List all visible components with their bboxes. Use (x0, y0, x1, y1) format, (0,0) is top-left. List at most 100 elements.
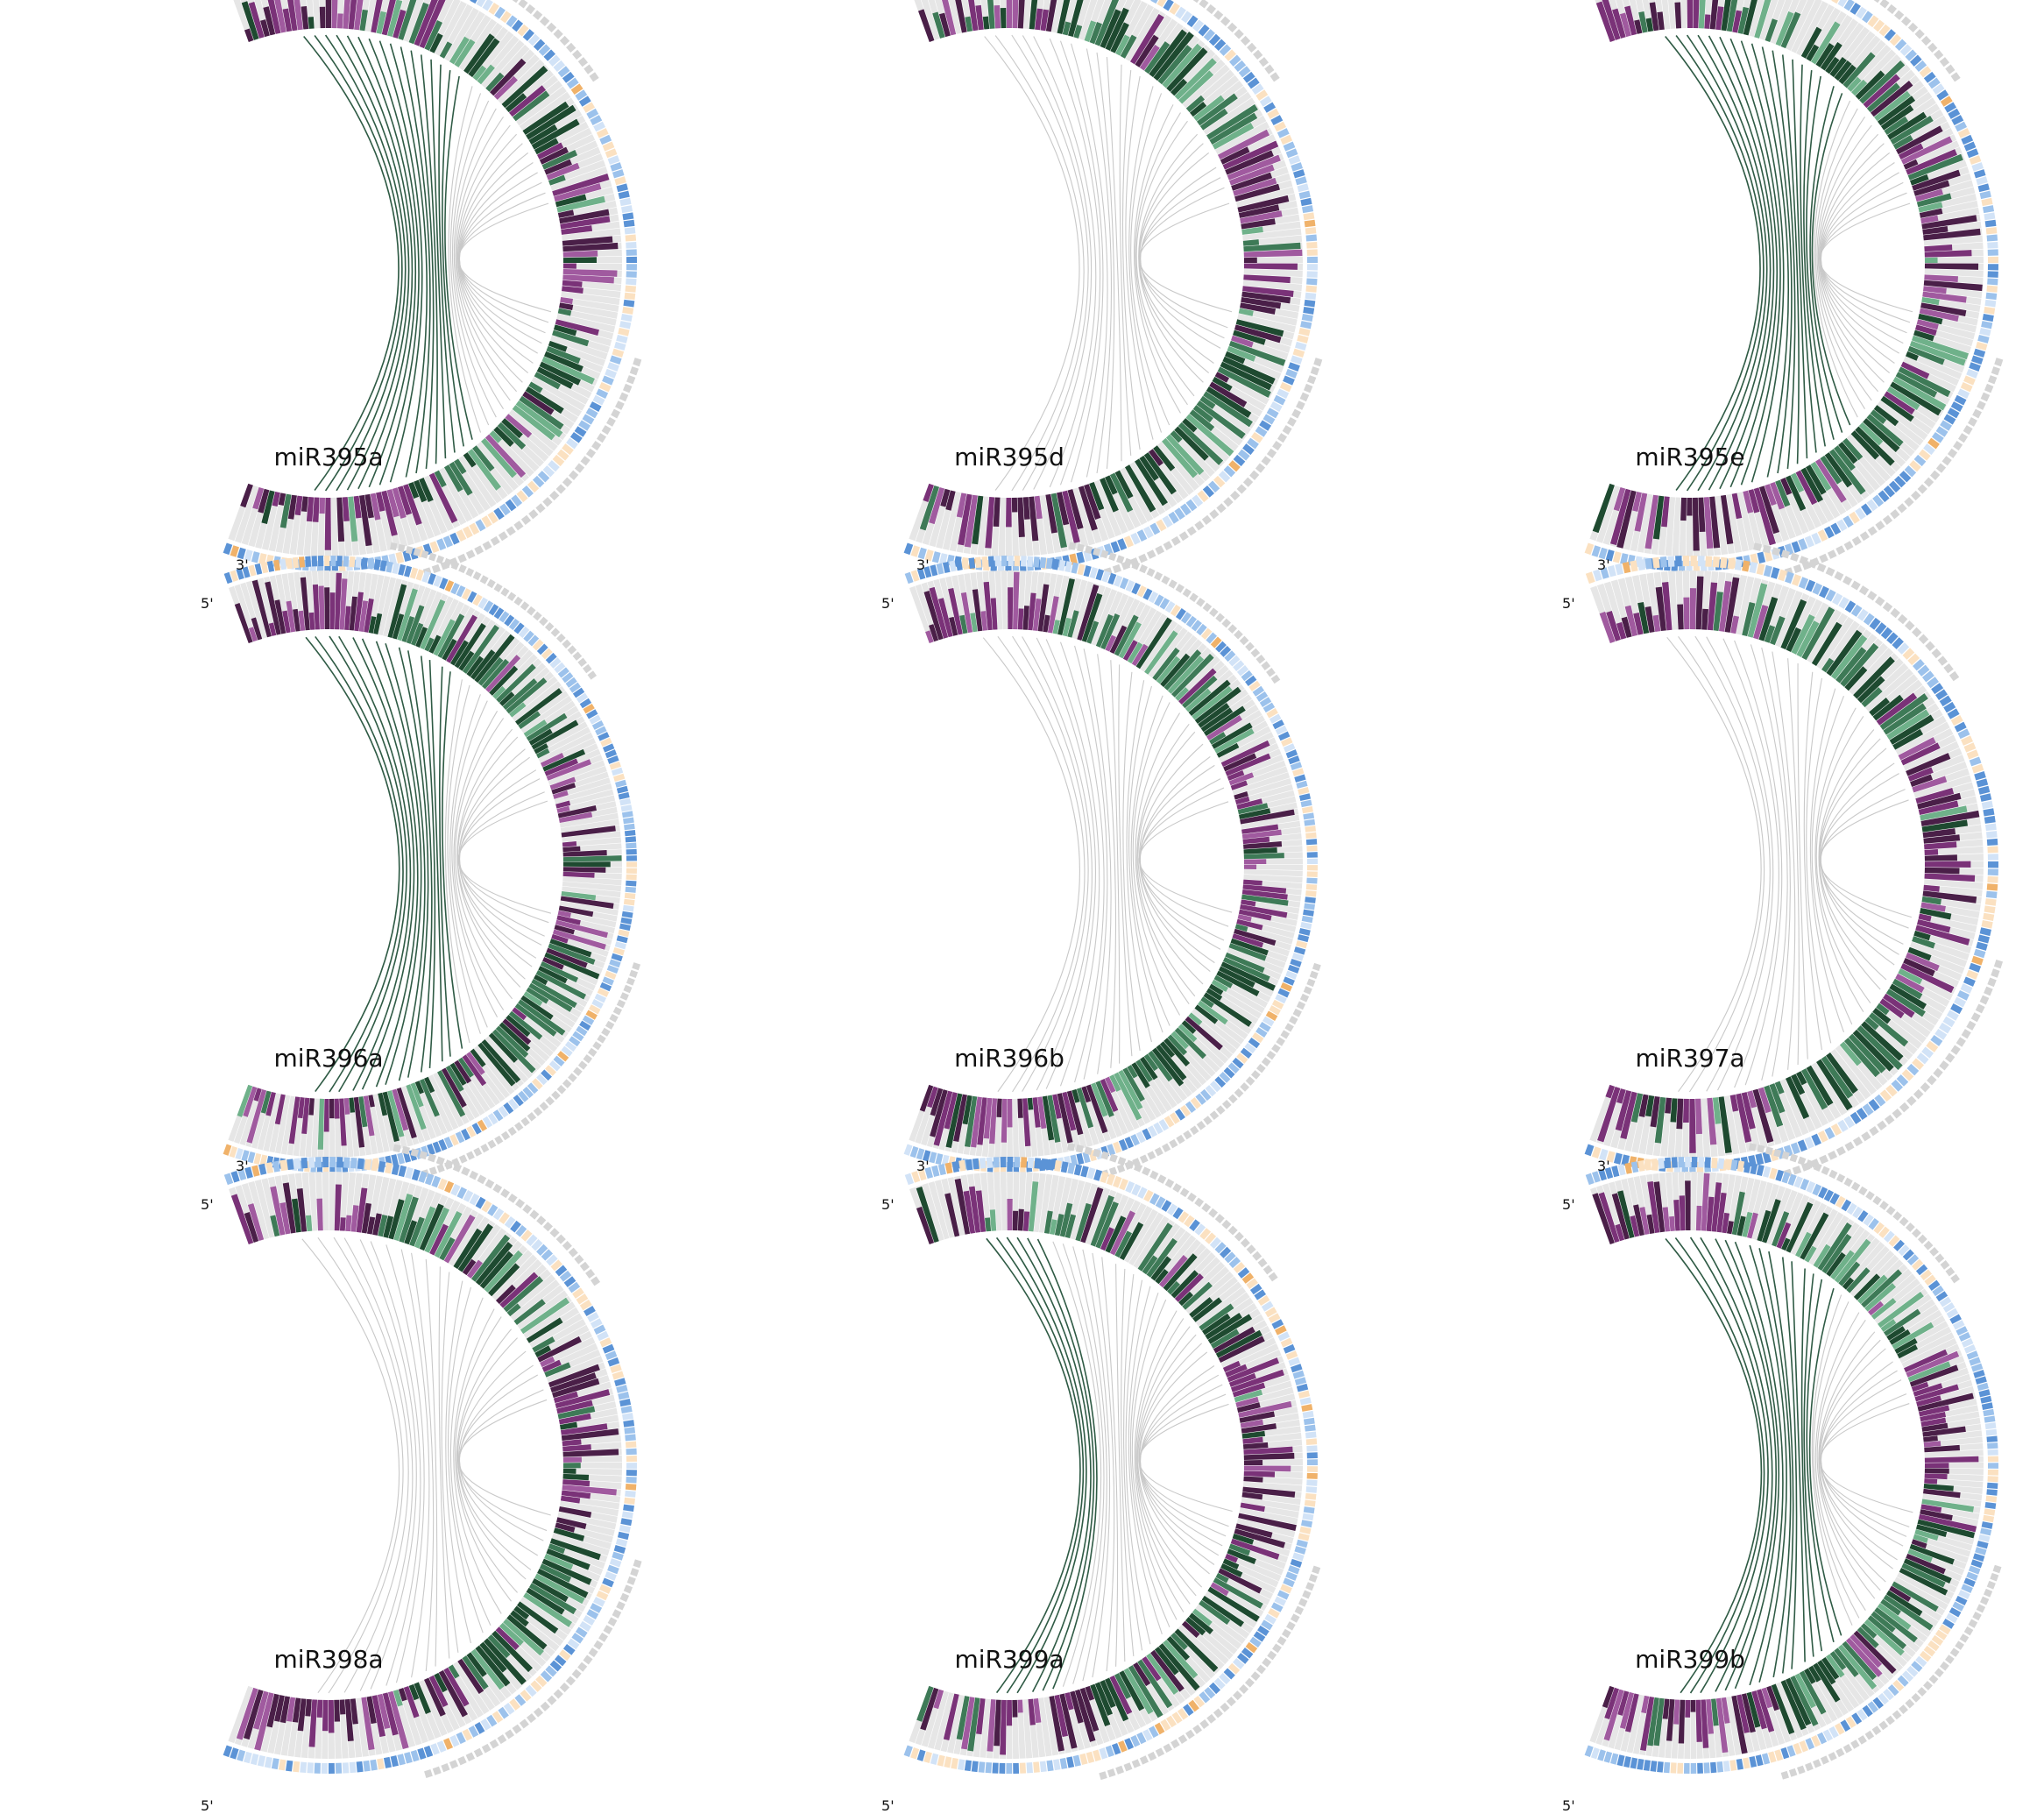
sequence-cell (1978, 935, 1990, 944)
annotation-segment (598, 1633, 608, 1642)
annotation-segment (520, 1718, 529, 1728)
annotation-segment (433, 1767, 442, 1775)
annotation-segment (1163, 1744, 1172, 1754)
annotation-segment (1221, 619, 1231, 628)
sequence-cell (294, 1159, 301, 1170)
annotation-segment (1302, 1590, 1311, 1598)
sequence-cell (930, 1754, 938, 1765)
annotation-segment (1107, 1768, 1116, 1777)
sequence-cell (1305, 1493, 1317, 1500)
annotation-segment (1197, 1121, 1206, 1130)
annotation-segment (1852, 536, 1862, 546)
reactivity-bar (1244, 859, 1266, 864)
reactivity-bar (306, 1215, 312, 1231)
sequence-cell (1305, 896, 1316, 903)
sequence-cell (293, 1761, 300, 1773)
annotation-segment (1924, 478, 1934, 487)
reactivity-bar (1012, 0, 1019, 28)
basepair-arc (1119, 664, 1132, 1056)
annotation-segment (1199, 0, 1208, 9)
reactivity-bar (329, 592, 335, 629)
annotation-segment (591, 1276, 600, 1286)
basepair-arc (1140, 779, 1224, 940)
reactivity-bar (1018, 608, 1024, 629)
circular-structure-plot (681, 601, 1361, 1202)
sequence-cell (623, 300, 634, 308)
annotation-segment (520, 601, 529, 611)
annotation-segment (589, 1647, 598, 1657)
annotation-segment (1155, 545, 1164, 555)
reactivity-bar (1695, 1099, 1702, 1134)
annotation-segment (1243, 478, 1253, 487)
sequence-cell (1303, 910, 1314, 917)
annotation-segment (505, 1730, 514, 1740)
sequence-cell (1983, 913, 1994, 921)
annotation-segment (1948, 449, 1957, 458)
sequence-cell (619, 191, 630, 200)
sequence-cell (1980, 793, 1991, 802)
reactivity-bar (994, 5, 1001, 29)
reactivity-bar (1925, 1468, 1949, 1473)
reactivity-bar (1244, 1471, 1275, 1477)
sequence-cell (1020, 1763, 1026, 1774)
annotation-segment (1861, 1131, 1871, 1141)
annotation-segment (1171, 536, 1181, 546)
annotation-segment (1912, 627, 1921, 637)
sequence-cell (1988, 861, 1998, 868)
reactivity-bar (1244, 1460, 1262, 1465)
annotation-segment (1984, 987, 1993, 996)
annotation-segment (520, 1117, 529, 1127)
basepair-arc (1815, 1313, 1865, 1611)
sequence-cell (626, 1449, 636, 1455)
circular-structure-plot (681, 1202, 1361, 1803)
annotation-segment (1201, 1203, 1211, 1213)
sequence-cell (322, 1157, 329, 1167)
annotation-segment (1283, 425, 1292, 435)
annotation-segment (1267, 1051, 1277, 1059)
annotation-segment (1132, 1759, 1141, 1768)
annotation-segment (1887, 4, 1897, 14)
annotation-segment (1258, 1258, 1268, 1268)
reactivity-bar (320, 7, 326, 28)
sequence-cell (1304, 1506, 1315, 1513)
sequence-cell (1986, 891, 1998, 898)
annotation-segment (501, 1131, 510, 1140)
sequence-cell (623, 1505, 634, 1512)
annotation-segment (1943, 663, 1953, 673)
sequence-cell (1306, 279, 1317, 286)
reactivity-bar (337, 13, 343, 28)
sequence-cell (1299, 1527, 1311, 1534)
sequence-cell (623, 905, 634, 912)
basepair-arc (457, 729, 520, 987)
reactivity-bar (1007, 1700, 1012, 1725)
annotation-segment (1906, 1095, 1916, 1105)
reactivity-bar (1001, 8, 1007, 28)
basepair-arc (1667, 637, 1761, 1091)
annotation-segment (1169, 1139, 1178, 1148)
annotation-segment (566, 1676, 576, 1685)
annotation-segment (1234, 1088, 1244, 1098)
sequence-cell (618, 328, 629, 337)
annotation-segment (1309, 1574, 1318, 1583)
sequence-cell (620, 1518, 632, 1526)
annotation-segment (562, 1241, 572, 1251)
reactivity-bar (990, 1209, 996, 1231)
basepair-arc (1139, 144, 1208, 373)
annotation-segment (1115, 1766, 1124, 1775)
annotation-segment (499, 531, 508, 541)
sequence-cell (1305, 293, 1317, 300)
sequence-cell (618, 930, 629, 938)
sequence-cell (617, 183, 628, 192)
reactivity-bar (1001, 1099, 1008, 1143)
annotation-segment (578, 57, 588, 67)
reactivity-bar (335, 1099, 340, 1119)
annotation-segment (1899, 1102, 1909, 1112)
annotation-segment (1156, 1747, 1164, 1757)
basepair-arc (304, 37, 399, 491)
sequence-cell (1987, 839, 1998, 846)
basepair-arc (1666, 1239, 1761, 1693)
annotation-segment (1936, 464, 1946, 473)
sequence-cell (625, 1434, 636, 1441)
annotation-segment (457, 554, 467, 563)
